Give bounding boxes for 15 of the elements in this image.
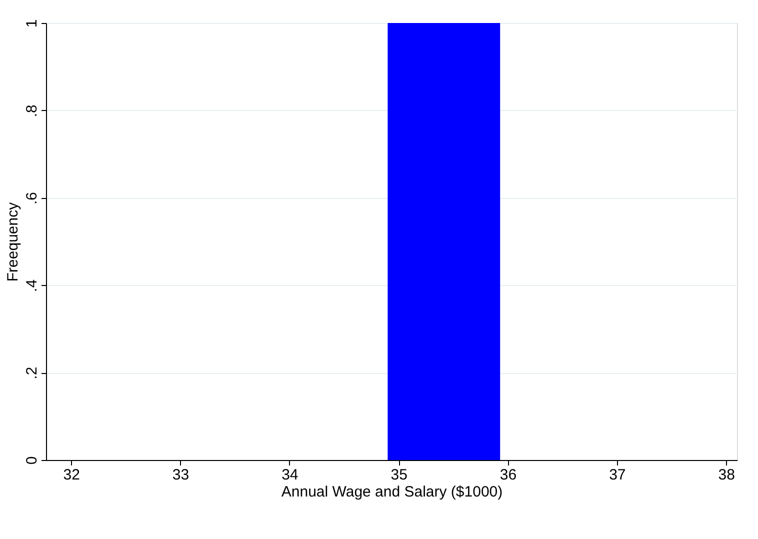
x-tick-label: 33: [172, 466, 190, 484]
x-tick-label: 32: [63, 466, 80, 484]
y-axis-title: Freequency: [4, 202, 22, 282]
x-tick-label: 34: [282, 466, 298, 484]
x-tick-label: 38: [718, 466, 735, 484]
y-tick-label: .2: [24, 366, 40, 380]
x-tick-label: 37: [609, 466, 626, 484]
y-tick-label: 0: [24, 456, 40, 465]
y-tick-label: .8: [24, 104, 40, 118]
y-tick-label: .6: [24, 192, 40, 205]
x-axis-title: Annual Wage and Salary ($1000): [281, 484, 503, 500]
y-tick-label: 1: [24, 19, 40, 28]
x-tick-label: 35: [390, 466, 408, 484]
x-tick-label: 36: [500, 466, 517, 484]
y-tick-label: .4: [24, 279, 40, 292]
